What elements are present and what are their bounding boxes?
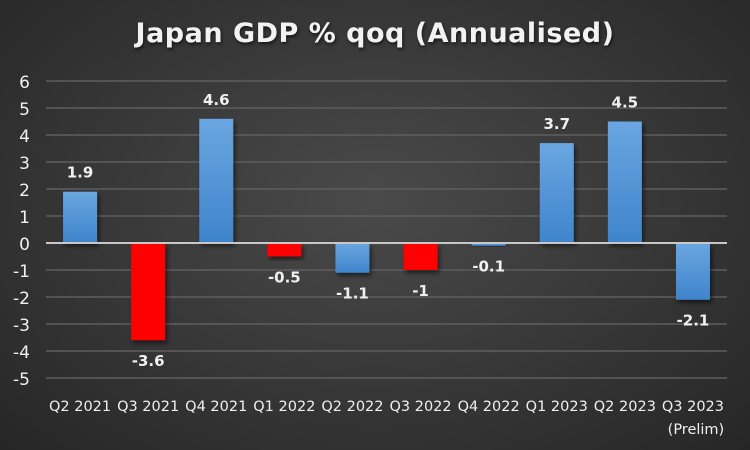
bar (335, 243, 369, 273)
bar (199, 119, 233, 243)
x-tick-label: Q2 2021 (49, 399, 111, 415)
y-tick-label: -4 (13, 343, 30, 363)
x-tick-label: Q4 2022 (458, 399, 520, 415)
y-tick-label: -5 (13, 370, 30, 390)
x-tick-label: Q2 2023 (594, 399, 656, 415)
data-label: -3.6 (132, 352, 165, 370)
x-tick-label: Q3 2021 (117, 399, 179, 415)
data-label: 4.5 (612, 94, 639, 112)
y-tick-label: -3 (13, 316, 30, 336)
y-tick-label: 2 (19, 181, 30, 201)
data-label: -0.5 (268, 269, 301, 287)
x-tick-label: Q3 2023 (662, 399, 724, 415)
x-tick-sublabel: (Prelim) (668, 422, 725, 438)
y-tick-label: -1 (13, 262, 30, 282)
bar (404, 243, 438, 270)
bars (63, 119, 710, 340)
bar (608, 122, 642, 244)
y-tick-label: 6 (19, 73, 30, 93)
data-label: -2.1 (677, 312, 710, 330)
y-axis: 6 5 4 3 2 1 0 -1 -2 -3 -4 -5 (13, 73, 30, 390)
data-label: 1.9 (67, 164, 94, 182)
x-tick-label: Q4 2021 (185, 399, 247, 415)
bar (676, 243, 710, 300)
y-tick-label: 0 (19, 235, 30, 255)
bar (131, 243, 165, 340)
y-tick-label: 1 (19, 208, 30, 228)
data-label: -1 (412, 282, 429, 300)
x-tick-label: Q1 2023 (526, 399, 588, 415)
bar (63, 192, 97, 243)
x-tick-label: Q1 2022 (253, 399, 315, 415)
data-label: -1.1 (336, 285, 369, 303)
bar (267, 243, 301, 257)
data-label: 3.7 (543, 115, 570, 133)
y-tick-label: 3 (19, 154, 30, 174)
x-axis: Q2 2021 Q3 2021 Q4 2021 Q1 2022 Q2 2022 Q3 20… (49, 399, 724, 438)
data-label: -0.1 (472, 258, 505, 276)
data-label: 4.6 (203, 91, 230, 109)
y-tick-label: -2 (13, 289, 30, 309)
y-tick-label: 5 (19, 100, 30, 120)
y-tick-label: 4 (19, 127, 30, 147)
bar (540, 143, 574, 243)
x-tick-label: Q2 2022 (321, 399, 383, 415)
x-tick-label: Q3 2022 (389, 399, 451, 415)
